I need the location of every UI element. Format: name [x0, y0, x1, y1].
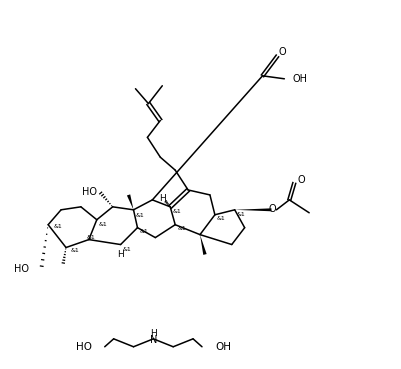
Text: &1: &1 [177, 226, 186, 231]
Text: OH: OH [215, 342, 230, 352]
Text: HO: HO [81, 187, 97, 197]
Text: &1: &1 [172, 209, 180, 214]
Text: H: H [150, 330, 156, 338]
Text: &1: &1 [87, 235, 95, 240]
Text: &1: &1 [236, 212, 245, 217]
Polygon shape [200, 235, 206, 255]
Text: O: O [296, 175, 304, 185]
Text: HO: HO [14, 264, 29, 275]
Text: H: H [117, 250, 124, 259]
Text: OH: OH [292, 74, 306, 84]
Text: &1: &1 [71, 248, 79, 253]
Text: O: O [278, 47, 286, 57]
Text: N: N [149, 335, 157, 345]
Text: &1: &1 [139, 229, 148, 234]
Text: &1: &1 [217, 216, 225, 221]
Polygon shape [234, 208, 271, 211]
Text: &1: &1 [54, 224, 63, 229]
Text: HO: HO [76, 342, 91, 352]
Text: O: O [268, 204, 275, 214]
Polygon shape [127, 194, 133, 210]
Text: H: H [158, 194, 165, 203]
Text: &1: &1 [135, 213, 144, 218]
Text: &1: &1 [99, 222, 107, 227]
Text: &1: &1 [122, 247, 131, 252]
